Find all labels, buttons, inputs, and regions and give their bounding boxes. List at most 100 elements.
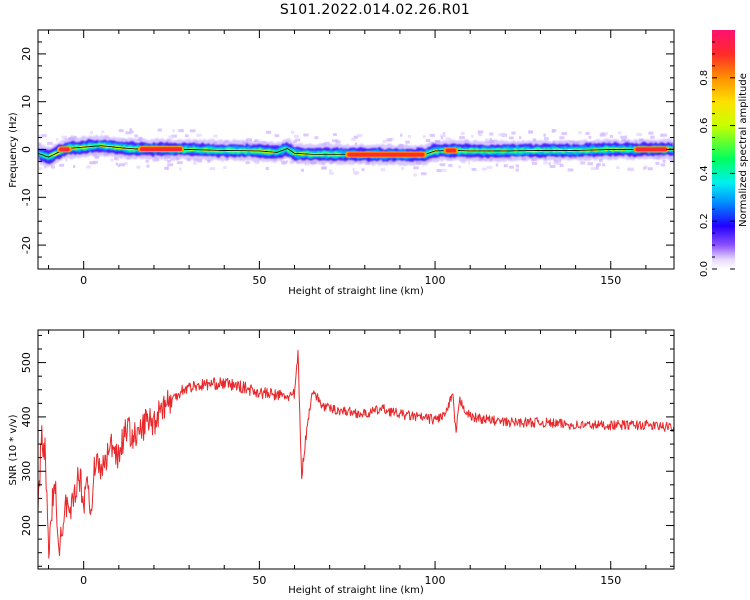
spectrogram-halo-cell: [114, 156, 118, 160]
spectrogram-halo-cell: [439, 163, 446, 167]
spectrogram-halo-cell: [47, 141, 53, 145]
spectrogram-halo-cell: [152, 158, 155, 162]
snr-x-axis-label: Height of straight line (km): [288, 585, 424, 596]
spectrogram-halo-cell: [660, 163, 666, 167]
spectrogram-halo-cell: [294, 138, 301, 142]
spectrogram-halo-cell: [460, 131, 465, 135]
colorbar-tick-label: 0.4: [699, 165, 710, 181]
spectrogram-halo-cell: [661, 133, 667, 137]
spectrogram-halo-cell: [440, 134, 446, 138]
spectrogram-halo-cell: [332, 139, 339, 143]
spectrogram-halo-cell: [647, 167, 653, 171]
spectrogram-halo-cell: [289, 160, 294, 164]
spectrogram-y-tick-label: 10: [20, 95, 33, 109]
spectrogram-halo-cell: [65, 158, 68, 162]
spectrogram-halo-cell: [503, 164, 508, 168]
spectrogram-halo-cell: [380, 168, 385, 172]
spectrogram-halo-cell: [515, 168, 519, 172]
spectrogram-peak-segment: [635, 147, 667, 152]
spectrogram-x-tick-label: 100: [425, 274, 446, 287]
spectrogram-halo-cell: [324, 141, 330, 145]
spectrogram-halo-cell: [553, 161, 560, 165]
snr-panel: 0 50 100 150 200 300 400 500 Height of straigh…: [8, 329, 675, 596]
spectrogram-halo-cell: [314, 136, 319, 140]
spectrogram-halo-cell: [335, 140, 341, 144]
spectrogram-halo-cell: [146, 164, 150, 168]
spectrogram-halo-cell: [91, 161, 96, 165]
spectrogram-halo-cell: [655, 161, 660, 165]
spectrogram-halo-cell: [593, 157, 599, 161]
spectrogram-ridge-band: [38, 141, 674, 161]
spectrogram-halo-cell: [627, 167, 633, 171]
spectrogram-halo-cell: [184, 134, 189, 138]
spectrogram-halo-cell: [117, 164, 120, 168]
spectrogram-halo-cell: [549, 165, 556, 169]
spectrogram-halo-cell: [167, 163, 174, 167]
spectrogram-halo-cell: [599, 159, 603, 163]
spectrogram-halo-cell: [468, 161, 471, 165]
spectrogram-halo-cell: [329, 171, 334, 175]
spectrogram-halo-cell: [353, 135, 359, 139]
spectrogram-halo-cell: [223, 166, 227, 170]
spectrogram-halo-cell: [644, 165, 648, 169]
snr-series-line: [38, 349, 674, 559]
spectrogram-halo-cell: [425, 138, 431, 142]
spectrogram-halo-cell: [168, 135, 174, 139]
snr-axes-frame: [37, 329, 675, 570]
spectrogram-halo-cell: [254, 139, 259, 143]
colorbar-gradient-bar: [712, 30, 735, 269]
spectrogram-halo-cell: [448, 163, 453, 167]
spectrogram-halo-cell: [620, 135, 625, 139]
spectrogram-halo-cell: [407, 134, 412, 138]
spectrogram-halo-cell: [129, 128, 132, 132]
spectrogram-halo-cell: [489, 137, 492, 141]
spectrogram-peak-segment: [347, 152, 425, 157]
spectrogram-halo-cell: [599, 133, 606, 137]
spectrogram-halo-cell: [61, 135, 68, 139]
spectrogram-halo-cell: [561, 132, 567, 136]
spectrogram-peak-segment: [139, 147, 183, 152]
snr-x-tick-label: 100: [425, 574, 446, 587]
spectrogram-halo-cell: [145, 159, 149, 163]
spectrogram-halo-cell: [166, 166, 170, 170]
spectrogram-halo-cell: [293, 134, 300, 138]
spectrogram-halo-cell: [511, 131, 516, 135]
colorbar-label: Normalized spectral amplitude: [738, 73, 749, 227]
figure-title: S101.2022.014.02.26.R01: [279, 2, 471, 18]
spectrogram-halo-cell: [293, 140, 297, 144]
spectrogram-halo-cell: [134, 134, 138, 138]
spectrogram-halo-cell: [616, 166, 620, 170]
colorbar-tick-label: 0.8: [699, 70, 710, 86]
spectrogram-halo-cell: [461, 160, 465, 164]
spectrogram-halo-cell: [119, 163, 125, 167]
spectrogram-halo-cell: [167, 159, 171, 163]
spectrogram-halo-cell: [445, 137, 451, 141]
colorbar: 0.0 0.2 0.4 0.6 0.8 Normalized spectral ampl…: [699, 30, 749, 277]
spectrogram-halo-cell: [101, 130, 105, 134]
spectrogram-halo-cell: [458, 165, 461, 169]
spectrogram-halo-cell: [213, 134, 218, 138]
spectrogram-halo-cell: [636, 132, 643, 136]
spectrogram-halo-cell: [485, 138, 489, 142]
spectrogram-halo-cell: [648, 131, 654, 135]
spectrogram-halo-cell: [333, 133, 337, 137]
spectrogram-halo-cell: [361, 168, 365, 172]
snr-y-tick-label: 300: [20, 461, 33, 482]
spectrogram-halo-cell: [92, 160, 98, 164]
spectrogram-halo-cell: [643, 166, 646, 170]
spectrogram-halo-cell: [470, 134, 474, 138]
spectrogram-halo-cell: [176, 161, 183, 165]
spectrogram-halo-cell: [320, 166, 327, 170]
spectrogram-halo-cell: [495, 163, 499, 167]
spectrogram-halo-cell: [429, 133, 435, 137]
spectrogram-halo-cell: [500, 132, 506, 136]
spectrogram-halo-cell: [509, 165, 514, 169]
spectrogram-y-tick-label: -20: [20, 236, 33, 254]
spectrogram-halo-cell: [587, 162, 593, 166]
spectrogram-halo-cell: [578, 131, 582, 135]
snr-y-tick-label: 400: [20, 406, 33, 427]
spectrogram-halo-cell: [590, 167, 597, 171]
spectrogram-halo-cell: [477, 130, 484, 134]
spectrogram-halo-cell: [172, 129, 175, 133]
spectrogram-halo-cell: [422, 135, 426, 139]
